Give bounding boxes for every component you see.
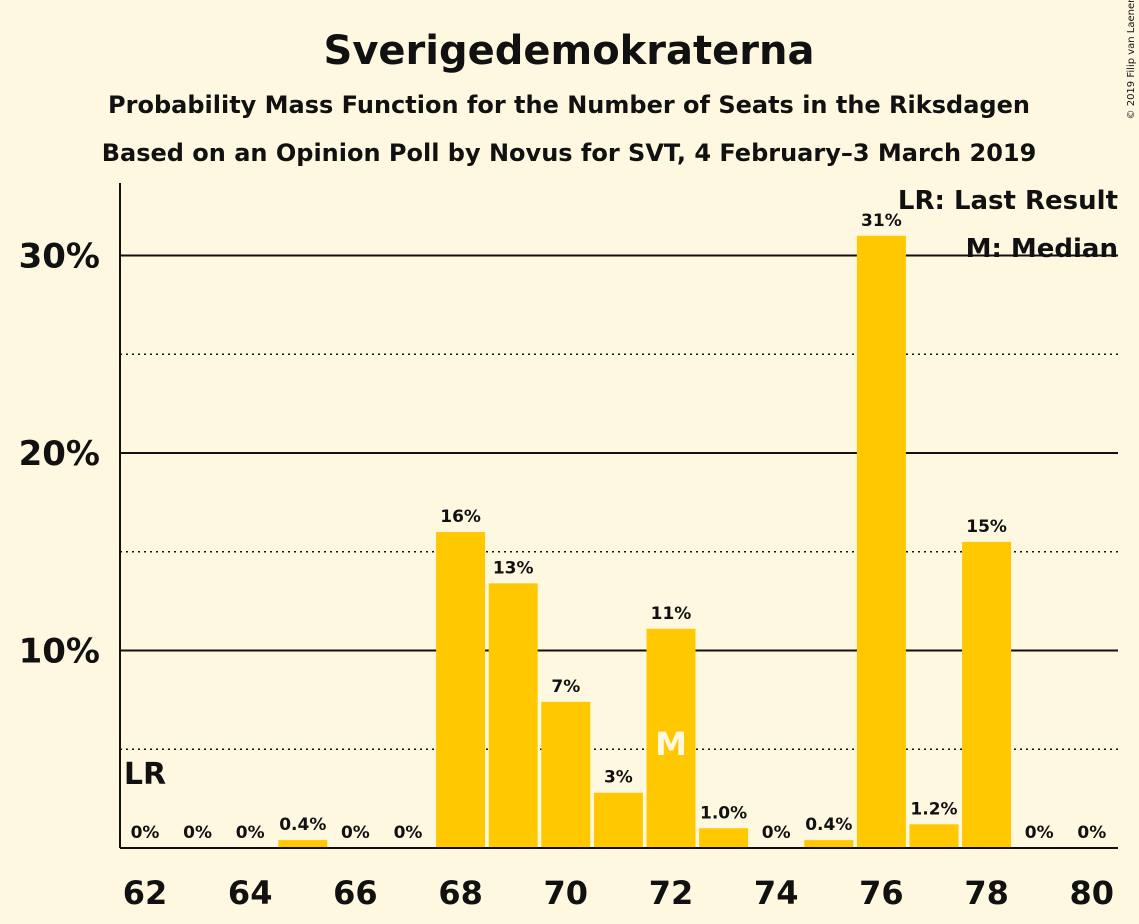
data-label: 3% <box>604 768 633 788</box>
x-tick-label: 76 <box>859 874 904 912</box>
x-tick-label: 64 <box>228 874 273 912</box>
x-tick-label: 80 <box>1070 874 1115 912</box>
bar <box>278 840 328 848</box>
data-label: 15% <box>966 517 1007 537</box>
y-tick-label: 30% <box>19 237 100 277</box>
data-label: 1.0% <box>700 803 747 823</box>
data-label: 0% <box>131 823 160 843</box>
bar <box>541 701 591 848</box>
data-label: 7% <box>551 677 580 697</box>
data-label: 1.2% <box>910 799 957 819</box>
x-tick-label: 74 <box>754 874 799 912</box>
x-tick-label: 68 <box>438 874 483 912</box>
x-tick-label: 72 <box>649 874 694 912</box>
chart-subtitle-2: Based on an Opinion Poll by Novus for SV… <box>102 139 1037 167</box>
bar <box>646 628 696 848</box>
x-tick-label: 78 <box>964 874 1009 912</box>
data-label: 0% <box>236 823 265 843</box>
legend-median: M: Median <box>966 234 1118 264</box>
bar <box>856 235 906 848</box>
data-label: 0% <box>1025 823 1054 843</box>
chart-subtitle: Probability Mass Function for the Number… <box>108 91 1030 119</box>
x-tick-label: 66 <box>333 874 378 912</box>
data-label: 0% <box>183 823 212 843</box>
gridlines <box>120 254 1118 750</box>
bar <box>699 828 749 848</box>
bars <box>278 235 1012 848</box>
labels: 10% 20% 30% 0% 0% 0% 0.4% 0% 0% 16% 13% 7% 3% 11% 1.0%… <box>19 211 1114 912</box>
bar <box>962 541 1012 848</box>
data-label: 0% <box>394 823 423 843</box>
data-label: 0% <box>341 823 370 843</box>
data-label: 0% <box>1077 823 1106 843</box>
median-marker: M <box>655 725 687 763</box>
bar <box>909 824 959 848</box>
data-label: 13% <box>493 558 534 578</box>
bar <box>436 532 486 848</box>
data-label: 0% <box>762 823 791 843</box>
chart-title: Sverigedemokraterna <box>324 28 815 74</box>
copyright-text: © 2019 Filip van Laenen <box>1126 0 1137 119</box>
data-label: 0.4% <box>805 815 852 835</box>
bar <box>593 792 643 848</box>
axes <box>119 183 1118 849</box>
x-tick-label: 70 <box>544 874 589 912</box>
legend-last-result: LR: Last Result <box>898 186 1118 216</box>
last-result-marker: LR <box>124 757 166 792</box>
data-label: 11% <box>651 604 692 624</box>
y-tick-label: 20% <box>19 434 100 474</box>
data-label: 16% <box>440 507 481 527</box>
bar <box>488 583 538 848</box>
data-label: 0.4% <box>279 815 326 835</box>
y-tick-label: 10% <box>19 632 100 672</box>
x-tick-label: 62 <box>123 874 168 912</box>
bar <box>804 840 854 848</box>
data-label: 31% <box>861 211 902 231</box>
